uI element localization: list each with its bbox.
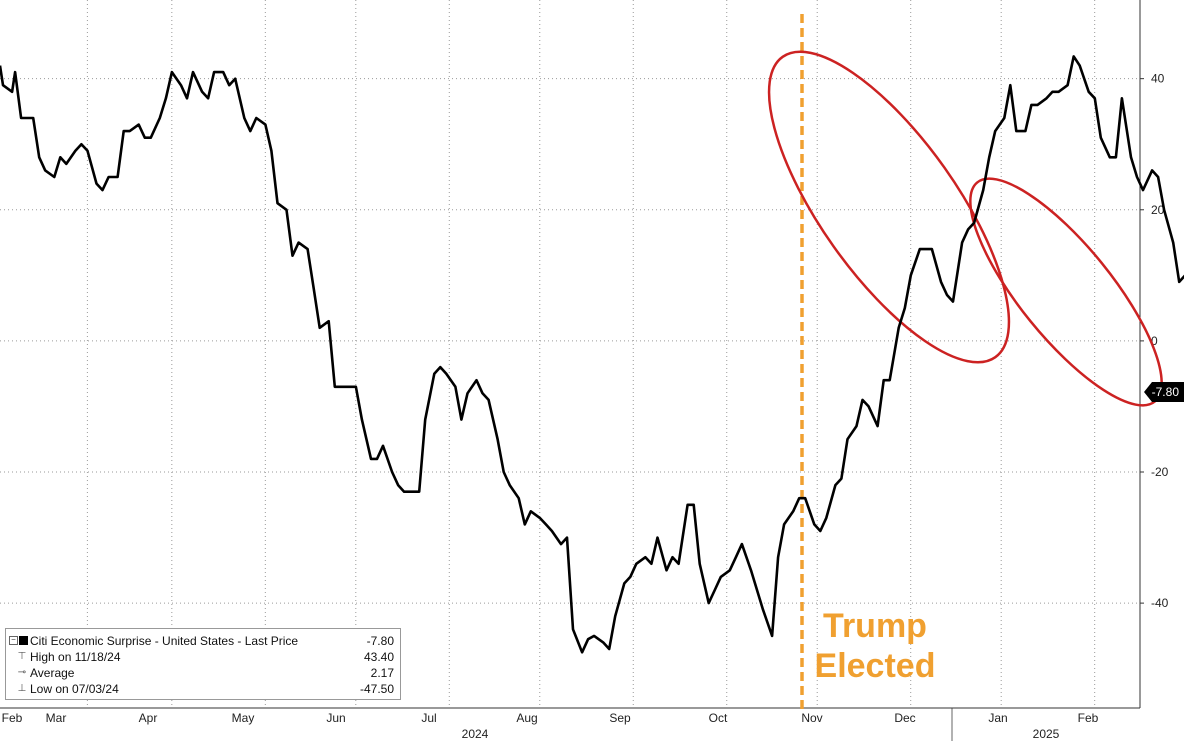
x-tick-label: Jan: [988, 711, 1007, 725]
legend-value: 2.17: [370, 666, 394, 680]
legend: − Citi Economic Surprise - United States…: [5, 628, 401, 700]
event-text-line2: Elected: [815, 647, 936, 685]
x-tick-label: Nov: [801, 711, 822, 725]
legend-row-low: ⊥ Low on 07/03/24 -47.50: [6, 681, 400, 697]
x-tick-label: Jul: [421, 711, 436, 725]
y-tick-label: 0: [1151, 334, 1158, 348]
legend-value: 43.40: [363, 650, 394, 664]
y-tick-label: 40: [1151, 72, 1165, 86]
x-tick-label: Feb: [1078, 711, 1099, 725]
legend-label: High on 11/18/24: [30, 650, 121, 664]
x-tick-label: May: [232, 711, 255, 725]
series-group: [0, 55, 1184, 654]
annotations: Trump Elected: [767, 14, 1163, 712]
highlight-ellipse-1: [767, 50, 1011, 364]
average-icon: ⊸: [17, 667, 27, 678]
event-text-line1: Trump: [823, 607, 927, 645]
high-icon: ⊤: [17, 651, 27, 662]
legend-value: -47.50: [359, 682, 394, 696]
y-tick-label: -20: [1151, 465, 1169, 479]
legend-value: -7.80: [366, 634, 394, 648]
last-value-tag-text: -7.80: [1152, 385, 1180, 399]
x-tick-label: Mar: [46, 711, 67, 725]
low-icon: ⊥: [17, 683, 27, 694]
x-tick-label: Oct: [709, 711, 728, 725]
collapse-icon[interactable]: −: [9, 636, 18, 645]
legend-row-average: ⊸ Average 2.17: [6, 665, 400, 681]
series-line: [0, 55, 1184, 654]
x-tick-label: Jun: [326, 711, 345, 725]
x-tick-label: Aug: [516, 711, 537, 725]
legend-label: Low on 07/03/24: [30, 682, 119, 696]
last-value-tag-shape: [1144, 382, 1184, 403]
axes: [0, 0, 1144, 741]
x-tick-label: Apr: [139, 711, 158, 725]
legend-label: Average: [30, 666, 75, 680]
legend-row-series: − Citi Economic Surprise - United States…: [6, 633, 400, 649]
year-label: 2024: [462, 727, 489, 741]
tick-labels: 40 20 0 -20 -40 Feb Mar Apr May Jun Jul Aug Sep Oct No…: [2, 72, 1169, 741]
last-value-tag: -7.80: [1144, 382, 1184, 403]
year-label: 2025: [1033, 727, 1060, 741]
x-tick-label: Feb: [2, 711, 23, 725]
y-tick-label: -40: [1151, 596, 1169, 610]
legend-row-high: ⊤ High on 11/18/24 43.40: [6, 649, 400, 665]
series-swatch: [19, 636, 28, 645]
x-tick-label: Sep: [609, 711, 631, 725]
legend-label: Citi Economic Surprise - United States -…: [30, 634, 299, 648]
x-tick-label: Dec: [894, 711, 915, 725]
y-tick-label: 20: [1151, 203, 1165, 217]
